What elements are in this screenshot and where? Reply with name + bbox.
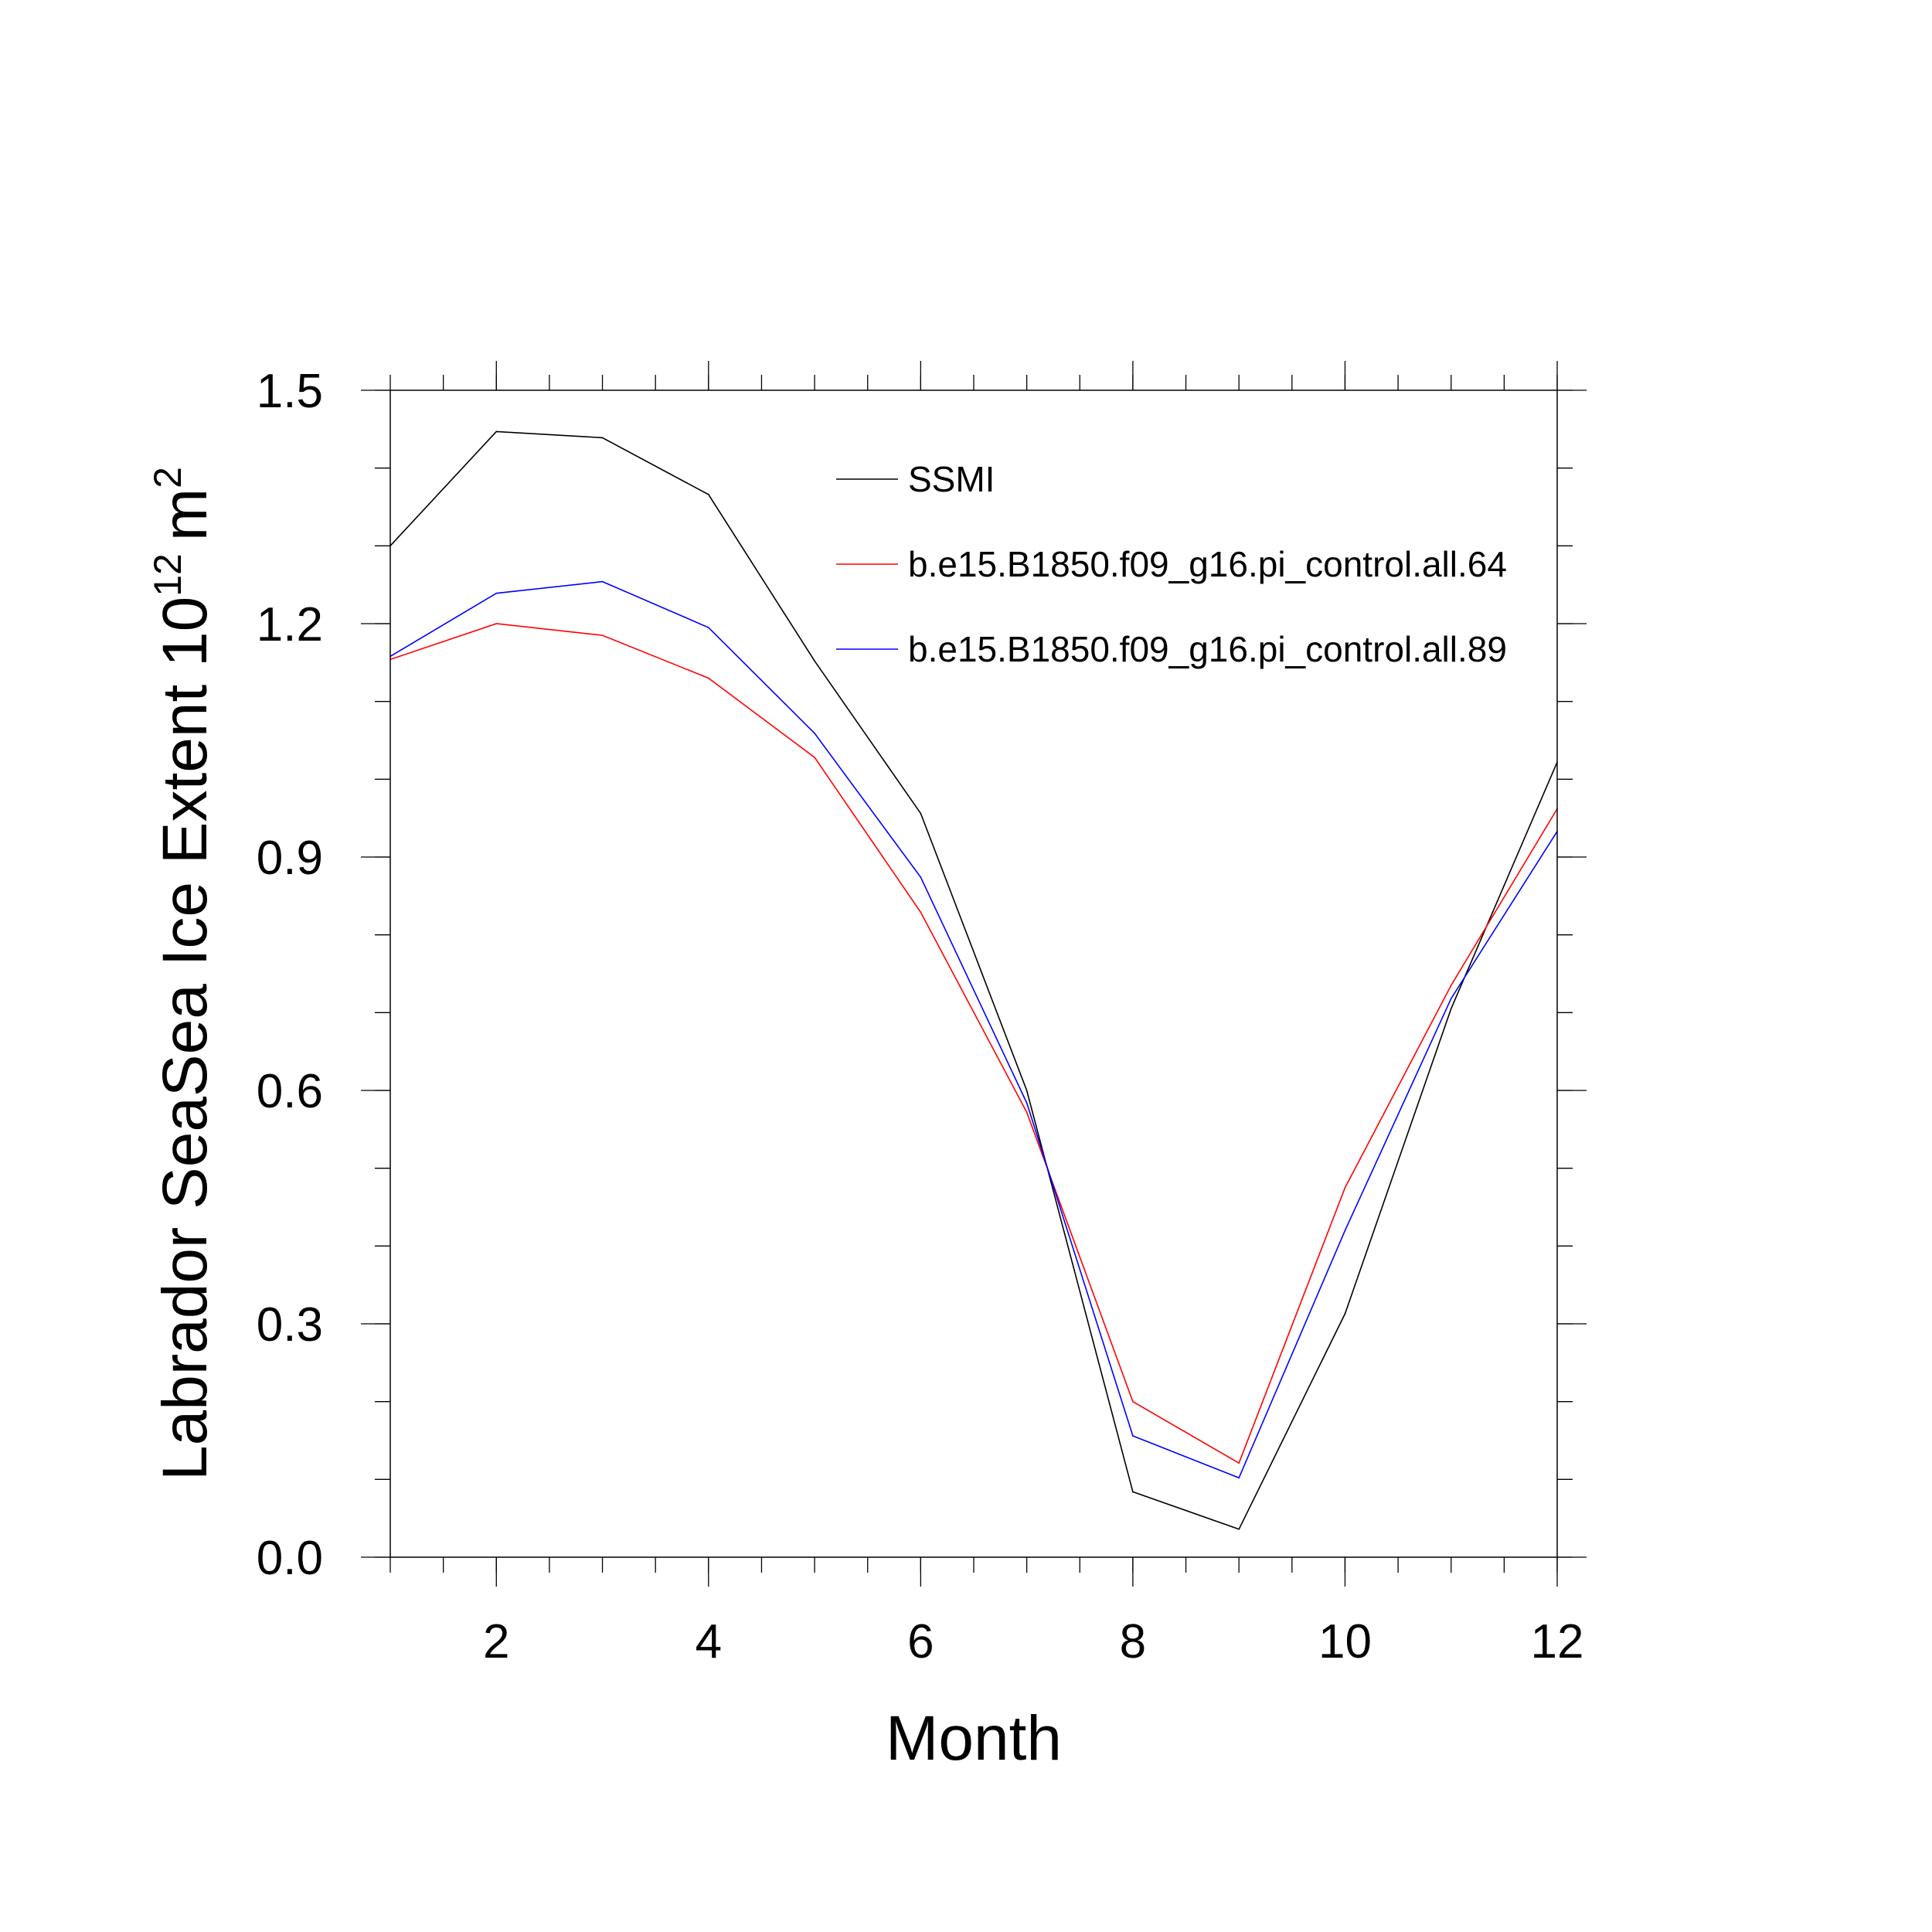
series-1-point bbox=[1026, 1090, 1028, 1091]
series-2-point bbox=[1450, 985, 1452, 986]
series-3-point bbox=[708, 627, 709, 628]
y-axis-label-main: Labrador SeaSea Ice Extent 10 bbox=[150, 597, 220, 1481]
series-3-point bbox=[1026, 1102, 1028, 1104]
series-line-1 bbox=[389, 430, 1558, 1530]
series-2-point bbox=[1132, 1400, 1134, 1403]
ticks-layer bbox=[361, 361, 1587, 1587]
y-axis-label-exponent: 12 bbox=[146, 553, 189, 597]
ticklabels-layer: 2 4 6 8 10 12 0.0 0.3 0.6 0.9 1.2 1.5 bbox=[257, 365, 1584, 1668]
series-3-point bbox=[920, 876, 922, 878]
series-3-point bbox=[1450, 998, 1452, 1000]
x-axis-label: Month bbox=[886, 1703, 1062, 1774]
series-1-point bbox=[1132, 1491, 1134, 1493]
series-1-point bbox=[920, 812, 922, 815]
series-1-point bbox=[1450, 1008, 1452, 1010]
y-tick-label: 1.5 bbox=[257, 365, 323, 418]
series-3-point bbox=[601, 580, 604, 583]
series-2-point bbox=[1026, 1111, 1028, 1113]
series-3-point bbox=[814, 733, 815, 734]
series-1-point bbox=[495, 430, 498, 433]
series-3-point bbox=[1238, 1477, 1240, 1479]
series-1-point bbox=[1238, 1528, 1240, 1530]
x-tick-label: 4 bbox=[696, 1615, 722, 1668]
y-tick-label: 0.9 bbox=[257, 832, 323, 885]
series-3-point bbox=[1132, 1435, 1134, 1437]
series-line-2 bbox=[389, 623, 1558, 1464]
series-1-point bbox=[708, 494, 709, 495]
legend: SSMI b.e15.B1850.f09_g16.pi_control.all.6… bbox=[836, 459, 1507, 669]
x-tick-label: 10 bbox=[1318, 1615, 1372, 1668]
plot-frame bbox=[389, 389, 1558, 1558]
series-1-point bbox=[1344, 1313, 1346, 1315]
legend-label-3: b.e15.B1850.f09_g16.pi_control.all.89 bbox=[908, 629, 1507, 669]
legend-label-2: b.e15.B1850.f09_g16.pi_control.all.64 bbox=[908, 544, 1507, 584]
x-tick-label: 12 bbox=[1531, 1615, 1584, 1668]
series-2-point bbox=[920, 911, 922, 913]
y-tick-label: 0.3 bbox=[257, 1298, 323, 1352]
x-tick-label: 8 bbox=[1120, 1615, 1146, 1668]
x-tick-label: 2 bbox=[483, 1615, 509, 1668]
y-axis-label-unit: m bbox=[150, 488, 220, 541]
y-axis-label-unit-exponent: 2 bbox=[146, 467, 189, 488]
y-tick-label: 1.2 bbox=[257, 598, 323, 651]
series-layer bbox=[389, 430, 1558, 1530]
series-2-point bbox=[601, 634, 604, 636]
series-2-point bbox=[814, 757, 815, 758]
series-3-point bbox=[1344, 1230, 1346, 1231]
series-2-point bbox=[708, 677, 709, 679]
series-line-3 bbox=[389, 580, 1558, 1479]
y-tick-label: 0.6 bbox=[257, 1065, 323, 1118]
legend-label-1: SSMI bbox=[908, 459, 995, 499]
series-3-point bbox=[495, 592, 498, 594]
series-2-point bbox=[1238, 1462, 1240, 1464]
series-2-point bbox=[495, 623, 498, 624]
series-1-point bbox=[601, 437, 604, 439]
y-axis-label: Labrador SeaSea Ice Extent 1012 m2 bbox=[146, 467, 220, 1481]
series-2-point bbox=[1344, 1187, 1346, 1189]
y-tick-label: 0.0 bbox=[257, 1532, 323, 1585]
x-tick-label: 6 bbox=[907, 1615, 934, 1668]
series-1-point bbox=[814, 660, 815, 662]
